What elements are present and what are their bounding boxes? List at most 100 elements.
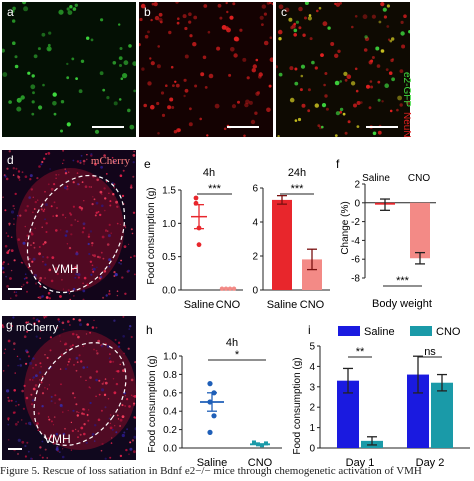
cell-dot: [334, 134, 338, 137]
cell-dot: [113, 271, 116, 274]
cell-dot: [194, 84, 198, 88]
cell-dot: [55, 174, 58, 176]
cell-dot: [28, 258, 31, 260]
cell-dot: [74, 266, 77, 269]
cell-dot: [129, 325, 132, 328]
cell-dot: [391, 37, 395, 41]
micrograph-g: g mCherry VMH: [2, 316, 136, 460]
chart-f-ylabel: Change (%): [340, 201, 351, 254]
cell-dot: [104, 457, 107, 460]
cell-dot: [266, 107, 271, 113]
chart-i-ylabel: Food consumption (g): [292, 357, 303, 454]
cell-dot: [23, 384, 26, 387]
cell-dot: [107, 230, 109, 232]
cell-dot: [11, 9, 15, 13]
cell-dot: [25, 422, 28, 425]
cell-dot: [99, 275, 103, 279]
panel-label-c: c: [281, 5, 287, 19]
cell-dot: [18, 179, 21, 181]
cell-dot: [114, 338, 117, 341]
cell-dot: [82, 345, 85, 347]
cell-dot: [377, 98, 381, 102]
cell-dot: [112, 193, 115, 196]
cell-dot: [380, 49, 385, 53]
cell-dot: [44, 190, 46, 193]
cell-dot: [16, 355, 19, 358]
cell-dot: [94, 129, 100, 134]
cell-dot: [88, 252, 91, 256]
cell-dot: [6, 285, 9, 288]
cell-dot: [32, 257, 36, 261]
cell-dot: [2, 324, 4, 327]
cell-dot: [61, 321, 65, 325]
cell-dot: [126, 428, 128, 431]
cell-dot: [147, 81, 152, 86]
cell-dot: [54, 402, 56, 404]
cell-dot: [8, 222, 11, 225]
cell-dot: [24, 455, 27, 458]
cell-dot: [80, 154, 83, 157]
cell-dot: [25, 362, 28, 365]
cell-dot: [38, 279, 41, 282]
cell-dot: [41, 405, 44, 408]
cell-dot: [55, 447, 59, 451]
cell-dot: [101, 204, 104, 208]
cell-dot: [41, 160, 44, 164]
cell-dot: [294, 67, 298, 71]
cell-dot: [382, 7, 387, 12]
cell-dot: [37, 429, 40, 432]
cell-dot: [175, 83, 180, 88]
cell-dot: [22, 283, 25, 286]
cell-dot: [75, 273, 78, 276]
cell-dot: [130, 394, 133, 397]
cell-dot: [119, 363, 121, 366]
cell-dot: [98, 393, 101, 396]
significance-label: **: [356, 346, 365, 358]
cell-dot: [177, 17, 180, 20]
cell-dot: [339, 107, 344, 112]
cell-dot: [82, 289, 86, 293]
cell-dot: [184, 54, 189, 59]
cell-dot: [64, 367, 67, 370]
cell-dot: [48, 268, 52, 272]
cell-dot: [27, 321, 30, 324]
cell-dot: [288, 17, 293, 22]
cell-dot: [81, 181, 84, 183]
cell-dot: [8, 100, 12, 104]
cell-dot: [12, 6, 16, 11]
cell-dot: [115, 200, 118, 204]
cell-dot: [88, 386, 91, 388]
cell-dot: [125, 227, 127, 229]
cell-dot: [375, 46, 380, 51]
cell-dot: [40, 163, 43, 166]
cell-dot: [21, 171, 24, 174]
cell-dot: [276, 65, 278, 69]
cell-dot: [109, 200, 112, 203]
cell-dot: [233, 36, 239, 42]
cell-dot: [104, 197, 107, 200]
cell-dot: [390, 58, 394, 63]
cell-dot: [233, 53, 238, 58]
y-tick-label: -4: [351, 236, 360, 247]
cell-dot: [37, 412, 40, 415]
cell-dot: [61, 455, 65, 459]
cell-dot: [307, 88, 311, 92]
cell-dot: [130, 335, 133, 339]
cell-dot: [32, 196, 34, 198]
cell-dot: [113, 391, 117, 395]
cell-dot: [369, 80, 373, 83]
cell-dot: [31, 112, 35, 116]
cell-dot: [403, 14, 407, 18]
cell-dot: [278, 37, 282, 41]
cell-dot: [204, 86, 208, 89]
merge-cells-c: [276, 2, 410, 137]
cell-dot: [105, 181, 108, 183]
cell-dot: [226, 10, 229, 14]
cell-dot: [51, 256, 55, 259]
cell-dot: [40, 208, 43, 211]
cell-dot: [397, 95, 402, 101]
cell-dot: [7, 399, 11, 403]
cell-dot: [387, 38, 391, 41]
cell-dot: [2, 262, 5, 266]
cell-dot: [184, 88, 189, 93]
